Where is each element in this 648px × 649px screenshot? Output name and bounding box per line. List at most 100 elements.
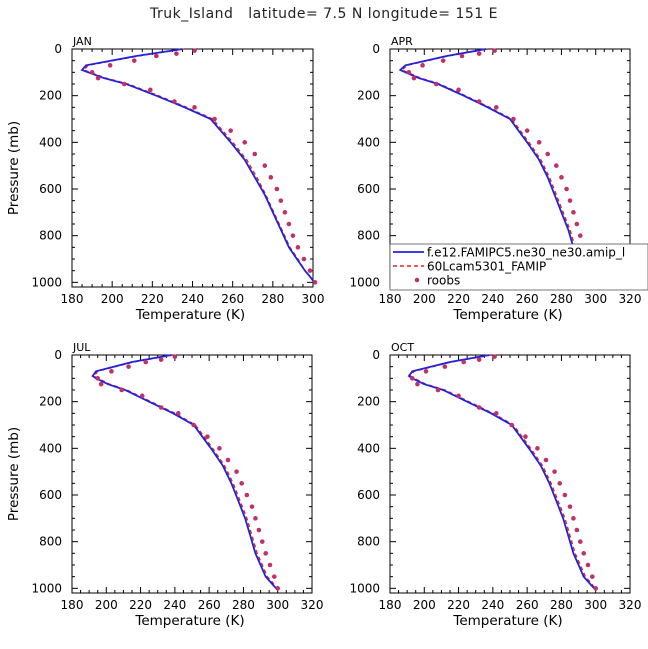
roobs-marker	[581, 551, 587, 556]
y-tick-label: 600	[357, 488, 380, 502]
roobs-marker	[95, 376, 101, 381]
roobs-marker	[290, 233, 296, 238]
x-tick-label: 260	[221, 292, 244, 306]
y-tick-label: 600	[357, 182, 380, 196]
legend-entry-label: roobs	[427, 274, 460, 288]
roobs-marker	[98, 381, 104, 387]
x-tick-label: 320	[301, 598, 324, 612]
x-tick-label: 280	[261, 292, 284, 306]
y-tick-label: 200	[39, 89, 62, 103]
roobs-marker	[256, 527, 262, 533]
plot-frame	[389, 354, 631, 594]
x-axis-label: Temperature (K)	[452, 307, 562, 323]
y-tick-label: 1000	[31, 581, 62, 595]
y-axis-label: Pressure (mb)	[6, 427, 22, 521]
roobs-marker	[545, 151, 551, 157]
roobs-marker	[268, 175, 274, 180]
roobs-marker	[420, 63, 425, 68]
roobs-marker	[524, 128, 530, 133]
roobs-marker	[139, 393, 145, 399]
roobs-marker	[493, 411, 499, 416]
series-line-amip	[407, 354, 595, 589]
legend-box	[389, 243, 648, 291]
legend-entry-label: f.e12.FAMIPC5.ne30_ne30.amip_l	[427, 246, 625, 260]
roobs-marker	[476, 51, 482, 56]
y-tick-label: 800	[357, 229, 380, 243]
y-tick-label: 0	[372, 348, 380, 362]
roobs-marker	[121, 81, 127, 87]
roobs-marker	[433, 81, 439, 87]
series-line-60Lcam5301	[82, 48, 315, 283]
figure-title: Truk_Island latitude= 7.5 N longitude= 1…	[150, 6, 498, 22]
roobs-marker	[492, 354, 497, 359]
plot-frame	[71, 48, 314, 288]
roobs-marker	[442, 364, 448, 369]
roobs-marker	[564, 186, 569, 192]
roobs-marker	[126, 364, 131, 369]
roobs-marker	[286, 221, 292, 227]
x-tick-label: 240	[163, 598, 186, 612]
x-tick-label: 180	[379, 292, 402, 306]
roobs-marker	[557, 481, 563, 486]
roobs-marker	[536, 140, 542, 145]
y-tick-label: 400	[39, 135, 62, 149]
roobs-marker	[225, 457, 231, 463]
roobs-marker	[406, 70, 412, 75]
roobs-marker	[523, 434, 528, 439]
x-tick-label: 280	[550, 598, 573, 612]
legend-marker-roobs	[414, 277, 420, 283]
roobs-marker	[571, 516, 576, 521]
x-tick-label: 320	[619, 598, 642, 612]
roobs-marker	[131, 58, 137, 63]
roobs-marker	[415, 381, 420, 387]
x-tick-label: 260	[516, 292, 539, 306]
roobs-marker	[493, 105, 499, 110]
series-line-amip	[91, 354, 277, 589]
roobs-marker	[593, 586, 599, 591]
roobs-marker	[271, 574, 277, 579]
panel-label: OCT	[391, 341, 414, 354]
x-tick-label: 260	[198, 598, 221, 612]
x-tick-label: 180	[61, 598, 84, 612]
roobs-marker	[553, 163, 559, 168]
panel-label: JUL	[72, 341, 91, 354]
roobs-marker	[440, 58, 446, 63]
x-tick-label: 240	[181, 292, 204, 306]
x-tick-label: 300	[584, 598, 607, 612]
roobs-marker	[509, 422, 515, 428]
roobs-marker	[585, 562, 591, 568]
x-tick-label: 220	[447, 292, 470, 306]
roobs-marker	[282, 210, 288, 215]
x-tick-label: 220	[129, 598, 152, 612]
roobs-marker	[158, 357, 164, 362]
roobs-marker	[275, 586, 281, 591]
y-tick-label: 600	[39, 182, 62, 196]
roobs-marker	[456, 87, 461, 93]
y-tick-label: 200	[357, 89, 380, 103]
x-tick-label: 300	[266, 598, 289, 612]
roobs-marker	[435, 387, 441, 393]
roobs-marker	[574, 221, 580, 227]
roobs-marker	[456, 393, 461, 399]
roobs-marker	[239, 481, 245, 486]
x-tick-label: 220	[141, 292, 164, 306]
roobs-marker	[158, 405, 164, 410]
roobs-marker	[409, 376, 415, 381]
roobs-marker	[535, 446, 540, 451]
y-tick-label: 0	[54, 42, 62, 56]
x-tick-label: 240	[481, 598, 504, 612]
x-tick-label: 180	[61, 292, 84, 306]
roobs-marker	[175, 411, 181, 416]
roobs-marker	[174, 51, 179, 56]
y-tick-label: 400	[357, 135, 380, 149]
y-tick-label: 1000	[31, 275, 62, 289]
roobs-marker	[459, 53, 465, 59]
roobs-marker	[567, 198, 573, 203]
roobs-marker	[212, 116, 217, 122]
x-tick-label: 300	[302, 292, 325, 306]
roobs-marker	[259, 539, 265, 544]
roobs-marker	[567, 504, 573, 509]
roobs-marker	[476, 99, 482, 104]
panel-label: JAN	[72, 35, 92, 48]
roobs-marker	[263, 551, 269, 556]
